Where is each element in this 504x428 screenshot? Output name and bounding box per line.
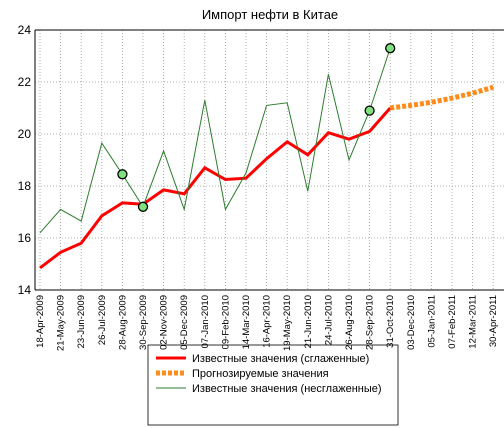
y-tick-label: 22: [18, 75, 32, 89]
y-tick-label: 14: [18, 283, 32, 297]
x-tick-label: 28-Aug-2009: [117, 295, 128, 350]
x-tick-label: 24-Jul-2010: [323, 295, 334, 345]
highlight-point: [385, 43, 396, 54]
chart-title: Импорт нефти в Китае: [202, 7, 338, 22]
x-tick-label: 05-Jan-2011: [426, 295, 437, 348]
x-tick-label: 19-May-2010: [282, 295, 293, 351]
x-tick-label: 28-Sep-2010: [365, 295, 376, 350]
x-tick-label: 07-Feb-2011: [447, 295, 458, 349]
highlight-point: [137, 201, 149, 212]
legend-box: [147, 344, 399, 426]
x-tick-label: 03-Dec-2010: [406, 295, 417, 350]
y-tick-label: 24: [18, 23, 32, 37]
series-line: [39, 107, 392, 270]
x-tick-label: 02-Nov-2009: [159, 295, 170, 350]
x-tick-label: 31-Oct-2010: [385, 295, 396, 348]
series-line: [39, 48, 391, 234]
y-tick-label: 16: [18, 231, 32, 245]
x-tick-label: 05-Dec-2009: [179, 295, 190, 350]
legend-label: Прогнозируемые значения: [192, 368, 329, 380]
x-tick-label: 16-Apr-2010: [262, 295, 273, 348]
x-tick-label: 23-Jun-2009: [76, 295, 87, 348]
x-tick-label: 12-Mar-2011: [468, 295, 479, 349]
highlight-point: [364, 105, 375, 116]
y-tick-label: 18: [18, 179, 32, 193]
x-tick-label: 07-Jan-2010: [200, 295, 211, 348]
x-tick-label: 21-Jun-2010: [303, 295, 314, 348]
y-tick-label: 20: [18, 127, 32, 141]
legend-label: Известные значения (несглаженные): [192, 383, 382, 395]
legend-label: Известные значения (сглаженные): [192, 353, 369, 365]
x-tick-label: 30-Apr-2011: [488, 295, 499, 347]
x-tick-label: 30-Sep-2009: [138, 295, 149, 350]
x-tick-label: 18-Apr-2009: [35, 295, 46, 348]
x-tick-label: 21-May-2009: [56, 295, 67, 351]
x-tick-label: 09-Feb-2010: [220, 295, 231, 349]
x-tick-label: 26-Aug-2010: [344, 295, 355, 350]
x-tick-label: 14-Mar-2010: [241, 295, 252, 349]
series-line: [389, 84, 494, 111]
x-tick-label: 26-Jul-2009: [97, 295, 108, 345]
highlight-point: [117, 169, 128, 180]
